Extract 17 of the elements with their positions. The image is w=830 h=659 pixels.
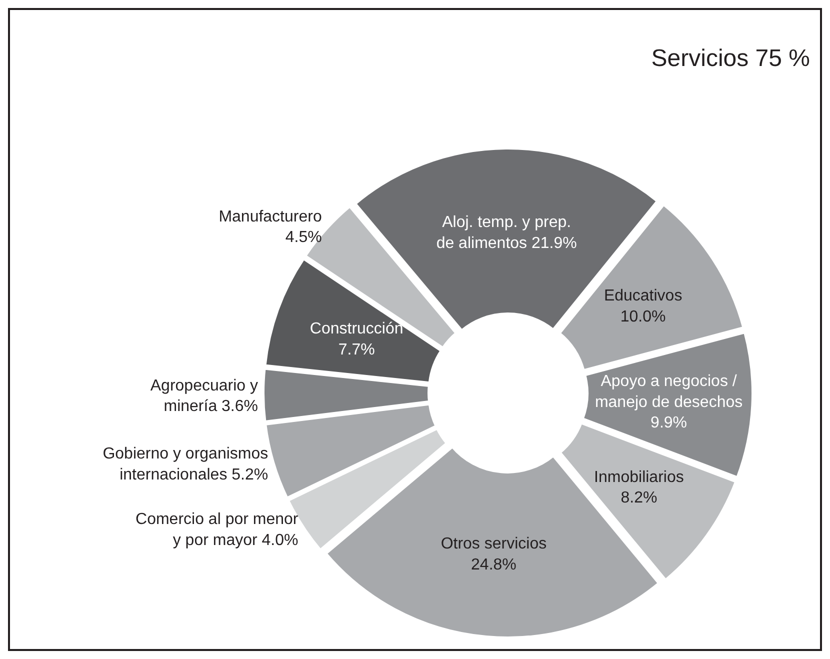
slice-label: Construcción — [310, 320, 404, 338]
slice-label: Educativos — [604, 288, 682, 305]
text: Servicios 75 % — [651, 45, 810, 72]
slice-label: Manufacturero — [218, 208, 322, 226]
data-label: 9.9% — [650, 414, 688, 432]
slice-label: Gobierno y organismos internacionales 5.2% — [102, 446, 268, 484]
slice-label: Agropecuario y minería 3.6% — [150, 377, 258, 416]
slice-label: Apoyo a negocios / manejo de desechos — [594, 373, 743, 411]
data-label: 10.0% — [620, 308, 666, 326]
slice-label: Inmobiliarios — [594, 468, 684, 486]
slice-label: Aloj. temp. y prep. de alimentos 21.9% — [436, 214, 577, 252]
slice-label: Otros servicios — [440, 536, 547, 553]
data-label: 24.8% — [471, 556, 516, 574]
slice-label: Comercio al por menor y por mayor 4.0% — [136, 511, 299, 550]
data-label: 7.7% — [338, 341, 375, 358]
data-label: 4.5% — [285, 229, 322, 246]
data-label: 8.2% — [620, 490, 658, 507]
